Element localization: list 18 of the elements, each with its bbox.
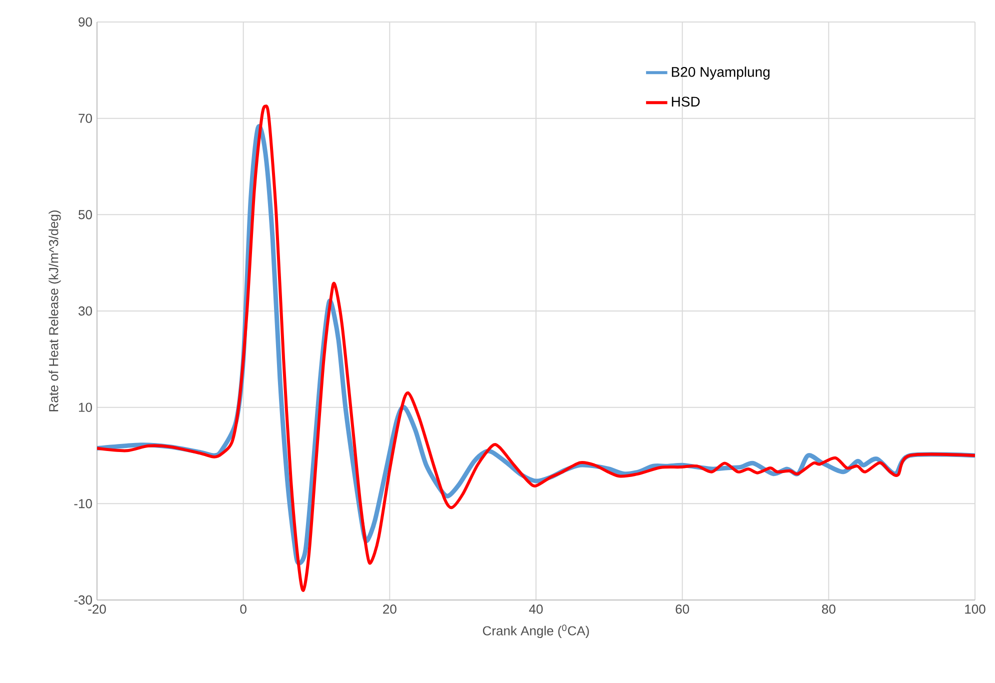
- x-tick-label: 0: [240, 604, 246, 614]
- legend-label: B20 Nyamplung: [672, 66, 770, 80]
- y-tick-label: -30: [74, 595, 92, 605]
- legend-label: HSD: [672, 96, 700, 107]
- y-tick-label: 90: [78, 17, 92, 27]
- y-tick-label: 50: [78, 210, 92, 220]
- y-tick-label: 70: [78, 114, 92, 123]
- x-tick-label: -20: [88, 604, 106, 614]
- x-tick-label: 100: [965, 604, 986, 614]
- y-axis-title: Rate of Heat Release (kJ/m^3/deg): [48, 210, 61, 412]
- x-axis-title: Crank Angle ($^{0}$CA): [482, 624, 589, 638]
- y-tick-label: 10: [79, 402, 92, 412]
- y-tick-label: -10: [74, 499, 92, 508]
- y-tick-label: 30: [78, 306, 92, 316]
- x-tick-label: 80: [822, 604, 836, 614]
- x-tick-label: 40: [529, 604, 543, 614]
- x-tick-label: 60: [676, 604, 690, 614]
- x-tick-label: 20: [383, 604, 396, 614]
